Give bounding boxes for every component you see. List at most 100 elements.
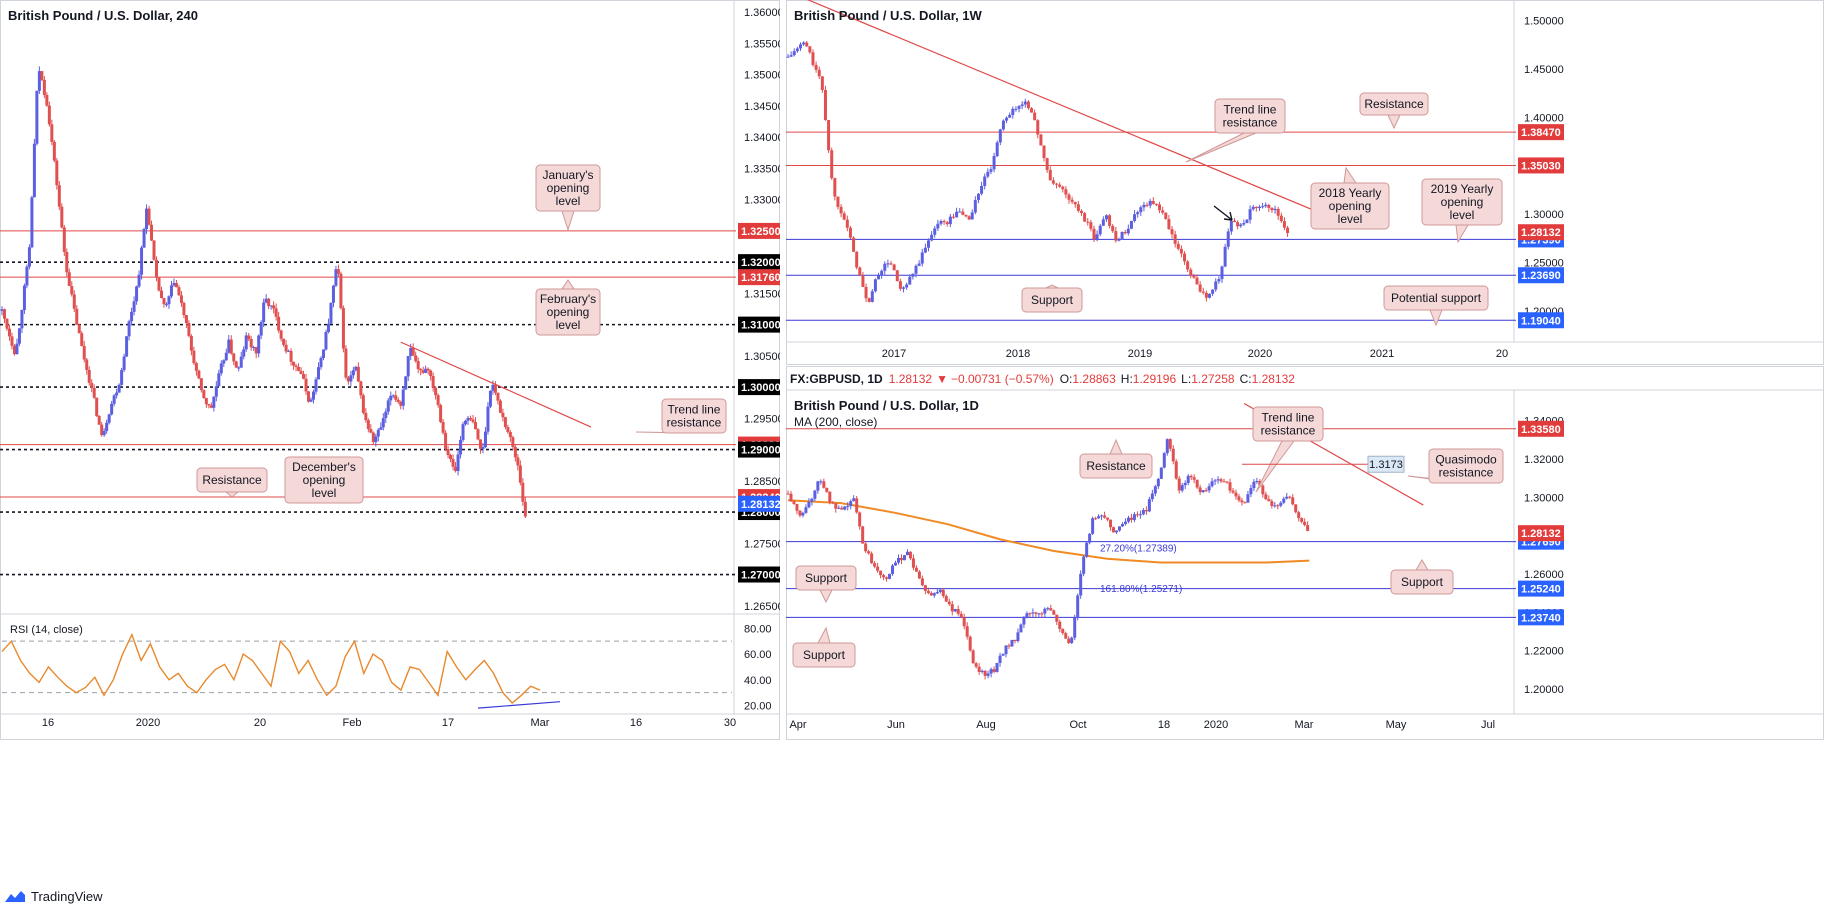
candle-body [882, 575, 886, 578]
candle-body [1034, 612, 1038, 614]
callout[interactable]: Support [792, 626, 856, 668]
candle-body [334, 269, 338, 286]
price-level-tag [1518, 267, 1564, 284]
y-tick-label: 1.35500 [744, 38, 780, 50]
callout[interactable]: Support [795, 565, 857, 604]
candle-body [1079, 573, 1083, 596]
candle-body [1150, 493, 1154, 500]
candle-body [187, 323, 191, 336]
candle-body [135, 286, 139, 302]
callout[interactable]: Resistance [196, 467, 268, 498]
tradingview-wordmark: TradingView [31, 889, 103, 904]
candle-body [406, 356, 410, 377]
candle-body [87, 369, 91, 383]
candle-body [1016, 632, 1020, 642]
candle-body [1270, 501, 1274, 506]
callout-text: level [1338, 212, 1363, 226]
candle-body [861, 275, 865, 287]
candle-body [992, 156, 996, 170]
candle-body [257, 335, 261, 354]
candle-body [434, 387, 438, 396]
x-tick-label: 2020 [1204, 719, 1228, 731]
candle-body [958, 211, 962, 213]
candle-body [174, 283, 178, 288]
ohlc-symbol: FX:GBPUSD, 1D [790, 372, 883, 386]
callout-text: opening [303, 473, 346, 487]
candle-body [292, 361, 296, 366]
candle-body [232, 353, 236, 362]
candle-body [1145, 204, 1149, 206]
callout-text: Support [805, 571, 848, 585]
callout[interactable]: Resistance [1359, 92, 1429, 130]
candle-body [1115, 530, 1119, 533]
candle-body [974, 663, 978, 667]
candle-body [1217, 279, 1221, 282]
callout-box [535, 288, 601, 336]
candle-body [1231, 490, 1235, 493]
price-level-label: 1.23740 [1521, 612, 1561, 624]
candle-body [1306, 525, 1310, 531]
candle-body [55, 160, 59, 186]
candle-body [1192, 275, 1196, 278]
candle-body [1300, 518, 1304, 522]
candle-body [439, 405, 443, 422]
candle-body [938, 589, 942, 592]
candle-body [995, 662, 999, 672]
candle-body [1207, 486, 1211, 491]
price-level-label: 1.35030 [1521, 160, 1561, 172]
candle-body [1249, 488, 1253, 495]
x-tick-label: Oct [1069, 719, 1086, 731]
price-level-tag [738, 254, 780, 271]
candle-body [314, 379, 318, 392]
callout[interactable]: Support [1021, 284, 1083, 313]
candle-body [1144, 510, 1148, 512]
candle-body [1037, 613, 1041, 615]
tradingview-logo[interactable]: TradingView [4, 889, 103, 904]
candle-body [473, 422, 477, 430]
candle-body [848, 227, 852, 238]
candle-body [989, 669, 993, 674]
callout[interactable]: Potential support [1383, 285, 1489, 327]
candle-body [483, 431, 487, 447]
callout[interactable]: Support [1390, 559, 1454, 595]
candle-body [429, 370, 433, 377]
candle-body [80, 333, 84, 346]
candle-body [983, 176, 987, 186]
candle-body [1007, 645, 1011, 647]
candle-body [1254, 206, 1258, 209]
ma-label: MA (200, close) [794, 415, 877, 429]
candle-body [1067, 638, 1071, 644]
callout[interactable]: Resistance [1079, 438, 1153, 479]
current-price-tag [738, 495, 780, 512]
candle-body [97, 416, 101, 425]
candle-body [1151, 200, 1155, 204]
y-tick-label: 1.22000 [1524, 646, 1564, 658]
candle-body [914, 265, 918, 274]
candle-body [817, 69, 821, 77]
candle-body [297, 366, 301, 371]
candle-body [1114, 231, 1118, 241]
candle-body [1234, 492, 1238, 497]
callout-text: 2019 Yearly [1431, 182, 1494, 196]
candle-body [820, 76, 824, 90]
candle-body [1211, 289, 1215, 294]
candle-body [1058, 184, 1062, 187]
candle-body [506, 427, 510, 433]
candle-body [1213, 480, 1217, 482]
candle-body [351, 370, 355, 376]
price-level-tag [738, 316, 780, 333]
candle-body [202, 390, 206, 399]
candle-body [1108, 215, 1112, 226]
